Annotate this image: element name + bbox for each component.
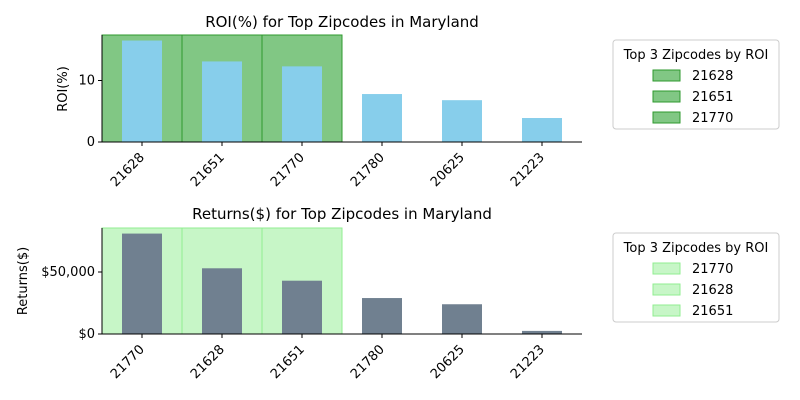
y-tick-label: $50,000 bbox=[41, 265, 95, 280]
y-axis-label: ROI(%) bbox=[56, 66, 71, 112]
bar-21223 bbox=[522, 118, 562, 142]
x-tick-label: 21651 bbox=[188, 150, 228, 190]
legend-entry-label: 21770 bbox=[692, 262, 733, 277]
legend-entry-label: 21770 bbox=[692, 111, 733, 126]
legend-swatch bbox=[652, 69, 681, 82]
legend-title: Top 3 Zipcodes by ROI bbox=[623, 241, 769, 256]
bar-21651 bbox=[282, 280, 322, 334]
legend-frame bbox=[612, 39, 780, 130]
x-tick-label: 21628 bbox=[188, 342, 228, 382]
legend-entry-2: 21628 bbox=[652, 283, 733, 298]
roi-chart: ROI(%) for Top Zipcodes in Maryland 010 … bbox=[56, 13, 780, 190]
y-axis-label: Returns($) bbox=[16, 247, 31, 315]
legend-entry-label: 21651 bbox=[692, 90, 733, 105]
bar-21651 bbox=[202, 61, 242, 142]
legend-frame bbox=[612, 232, 780, 323]
y-tick-label: 0 bbox=[87, 135, 95, 150]
x-tick-label: 20625 bbox=[428, 342, 468, 382]
bar-20625 bbox=[442, 100, 482, 142]
legend: Top 3 Zipcodes by ROI 21628 21651 21770 bbox=[612, 39, 780, 130]
bars bbox=[122, 40, 562, 142]
y-tick-label: 10 bbox=[78, 74, 95, 89]
legend-entry-label: 21628 bbox=[692, 283, 733, 298]
bar-21628 bbox=[122, 40, 162, 142]
x-tick-label: 21770 bbox=[108, 342, 148, 382]
x-tick-label: 21651 bbox=[268, 342, 308, 382]
legend-entry-1: 21770 bbox=[652, 262, 733, 277]
x-tick-label: 21780 bbox=[348, 150, 388, 190]
bar-20625 bbox=[442, 304, 482, 334]
legend: Top 3 Zipcodes by ROI 21770 21628 21651 bbox=[612, 232, 780, 323]
legend-title: Top 3 Zipcodes by ROI bbox=[623, 48, 769, 63]
legend-swatch bbox=[652, 304, 681, 317]
legend-entry-3: 21770 bbox=[652, 111, 733, 126]
bar-21223 bbox=[522, 330, 562, 334]
y-ticks: $0 $50,000 bbox=[41, 265, 102, 342]
legend-entry-1: 21628 bbox=[652, 69, 733, 84]
legend-swatch bbox=[652, 111, 681, 124]
x-ticks: 21770 21628 21651 21780 20625 21223 bbox=[108, 334, 548, 382]
y-tick-label: $0 bbox=[78, 327, 95, 342]
bar-21770 bbox=[122, 233, 162, 334]
legend-entry-label: 21651 bbox=[692, 304, 733, 319]
x-tick-label: 20625 bbox=[428, 150, 468, 190]
legend-swatch bbox=[652, 262, 681, 275]
chart-title: ROI(%) for Top Zipcodes in Maryland bbox=[205, 13, 479, 31]
legend-entry-label: 21628 bbox=[692, 69, 733, 84]
y-ticks: 0 10 bbox=[78, 74, 102, 150]
x-ticks: 21628 21651 21770 21780 20625 21223 bbox=[108, 142, 548, 190]
legend-swatch bbox=[652, 90, 681, 103]
x-tick-label: 21223 bbox=[508, 342, 548, 382]
x-tick-label: 21628 bbox=[108, 150, 148, 190]
bar-21780 bbox=[362, 94, 402, 142]
bar-21770 bbox=[282, 66, 322, 142]
chart-title: Returns($) for Top Zipcodes in Maryland bbox=[192, 205, 492, 223]
x-tick-label: 21780 bbox=[348, 342, 388, 382]
bar-21780 bbox=[362, 298, 402, 334]
x-tick-label: 21223 bbox=[508, 150, 548, 190]
bar-21628 bbox=[202, 268, 242, 334]
bars bbox=[122, 233, 562, 334]
legend-entry-3: 21651 bbox=[652, 304, 733, 319]
legend-swatch bbox=[652, 283, 681, 296]
x-tick-label: 21770 bbox=[268, 150, 308, 190]
returns-chart: Returns($) for Top Zipcodes in Maryland … bbox=[16, 205, 780, 382]
legend-entry-2: 21651 bbox=[652, 90, 733, 105]
